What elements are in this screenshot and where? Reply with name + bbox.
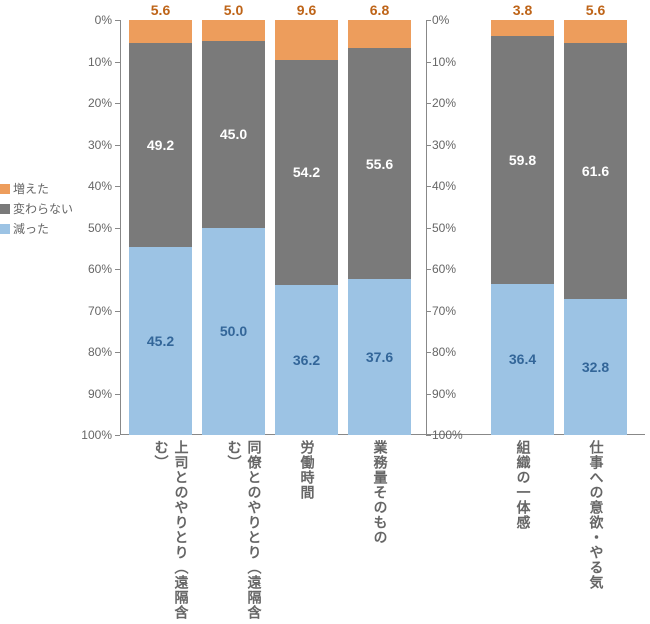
y-axis-left: 0%10%20%30%40%50%60%70%80%90%100%	[65, 20, 120, 435]
bar-segment	[564, 20, 627, 43]
y-tick-label: 20%	[62, 96, 112, 110]
y-tick-label: 40%	[432, 179, 456, 193]
bar: 5.045.050.0	[202, 20, 265, 434]
legend-label: 増えた	[13, 180, 49, 197]
bar-value-label: 9.6	[275, 2, 338, 18]
x-axis-label: 上司とのやりとり（遠隔含む）	[152, 440, 192, 624]
bar-value-label: 3.8	[491, 2, 554, 18]
bar: 5.661.632.8	[564, 20, 627, 434]
bar-value-label: 45.0	[202, 126, 265, 142]
y-tick-label: 80%	[62, 345, 112, 359]
bar: 3.859.836.4	[491, 20, 554, 434]
bar-segment	[275, 20, 338, 60]
y-tick-label: 30%	[432, 138, 456, 152]
bar-value-label: 5.0	[202, 2, 265, 18]
bar-segment	[202, 20, 265, 41]
x-axis-label: 同僚とのやりとり（遠隔含む）	[225, 440, 265, 624]
x-axis-label: 業務量そのもの	[371, 440, 391, 545]
bar: 6.855.637.6	[348, 20, 411, 434]
plot-area: 5.649.245.25.045.050.09.654.236.26.855.6…	[120, 20, 645, 435]
bar-value-label: 36.2	[275, 352, 338, 368]
bar-value-label: 5.6	[564, 2, 627, 18]
y-tick-label: 90%	[432, 387, 456, 401]
bar-value-label: 32.8	[564, 359, 627, 375]
bar-segment	[129, 20, 192, 43]
bar-value-label: 6.8	[348, 2, 411, 18]
legend-swatch-unchanged	[0, 204, 10, 214]
x-axis-label: 仕事への意欲・やる気	[587, 440, 607, 590]
bar-segment	[491, 20, 554, 36]
y-tick-label: 100%	[432, 428, 463, 442]
chart: 0%10%20%30%40%50%60%70%80%90%100% 5.649.…	[65, 20, 645, 435]
y-tick-label: 70%	[62, 304, 112, 318]
y-tick-label: 30%	[62, 138, 112, 152]
y-tick-label: 10%	[432, 55, 456, 69]
y-tick-label: 90%	[62, 387, 112, 401]
y-tick-label: 70%	[432, 304, 456, 318]
y-tick-label: 50%	[62, 221, 112, 235]
y-tick-label: 40%	[62, 179, 112, 193]
y-tick-label: 0%	[432, 13, 449, 27]
bar: 5.649.245.2	[129, 20, 192, 434]
bar-value-label: 50.0	[202, 323, 265, 339]
bar-value-label: 45.2	[129, 333, 192, 349]
bar-segment	[348, 20, 411, 48]
bar-value-label: 55.6	[348, 156, 411, 172]
y-tick-label: 100%	[62, 428, 112, 442]
bar-value-label: 36.4	[491, 351, 554, 367]
legend-swatch-increased	[0, 184, 10, 194]
bar-value-label: 59.8	[491, 152, 554, 168]
legend-label: 変わらない	[13, 200, 73, 217]
legend-swatch-decreased	[0, 224, 10, 234]
x-axis-label: 組織の一体感	[514, 440, 534, 530]
bar-value-label: 37.6	[348, 349, 411, 365]
bar-value-label: 5.6	[129, 2, 192, 18]
y-tick-label: 10%	[62, 55, 112, 69]
legend-label: 減った	[13, 220, 49, 237]
bar-value-label: 61.6	[564, 163, 627, 179]
bar-value-label: 49.2	[129, 137, 192, 153]
y-tick-label: 20%	[432, 96, 456, 110]
bar: 9.654.236.2	[275, 20, 338, 434]
y-tick-label: 0%	[62, 13, 112, 27]
y-tick-label: 60%	[62, 262, 112, 276]
x-axis-label: 労働時間	[298, 440, 318, 500]
y-tick-label: 60%	[432, 262, 456, 276]
y-tick-label: 80%	[432, 345, 456, 359]
legend-item: 変わらない	[0, 200, 73, 217]
bar-value-label: 54.2	[275, 164, 338, 180]
y-tick-label: 50%	[432, 221, 456, 235]
